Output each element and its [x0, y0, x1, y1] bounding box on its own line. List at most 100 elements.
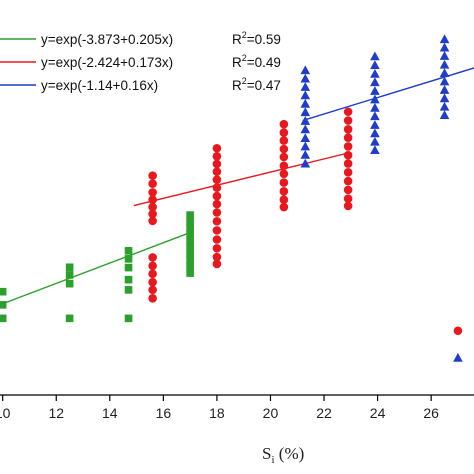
data-point-s2-g1-p10 — [148, 195, 157, 205]
legend-label-series-2: y=exp(-2.424+0.173x) — [41, 55, 173, 70]
data-point-s1-g3-p1 — [124, 314, 133, 323]
data-point-s1-g2-p1 — [65, 314, 74, 323]
data-point-s2-g1-p11 — [148, 188, 157, 197]
x-tick-label-14: 14 — [102, 405, 118, 421]
data-point-s1-g3-p4 — [124, 263, 133, 272]
data-point-s3-g1-p4 — [300, 133, 311, 143]
data-point-s3-g3-p4 — [439, 85, 450, 94]
data-point-s3-g1-p10 — [300, 82, 311, 91]
data-point-s2-g2-p12 — [212, 167, 222, 176]
data-point-s2-g2-p13 — [212, 159, 222, 169]
data-point-s2-g2-p10 — [212, 183, 222, 192]
data-point-s2-g4-p4 — [343, 176, 353, 186]
data-point-s3-g1-p12 — [300, 65, 311, 75]
data-point-s3-g1-p5 — [300, 124, 311, 134]
legend: y=exp(-3.873+0.205x) R2=0.59y=exp(-2.424+… — [0, 30, 281, 93]
x-tick-label-24: 24 — [370, 405, 386, 421]
data-point-s1-g3-p6 — [124, 247, 133, 255]
data-point-s3-g3-p9 — [439, 42, 450, 52]
legend-label-series-3: y=exp(-1.14+0.16x) — [41, 78, 158, 93]
data-point-s2-g1-p8 — [148, 209, 157, 219]
data-point-s3-g1-p3 — [300, 141, 311, 151]
data-point-s1-g3-p3 — [124, 275, 133, 284]
data-point-s1-g1-p3 — [0, 287, 7, 296]
data-point-s1-g3-p2 — [124, 286, 133, 294]
legend-r2-series-2: R2=0.49 — [232, 53, 281, 70]
x-axis-title-main: S — [262, 444, 271, 463]
data-point-s3-g1-p8 — [300, 98, 311, 108]
data-point-s3-g1-p6 — [300, 116, 311, 125]
data-point-s3-g3-p7 — [439, 59, 450, 69]
x-tick-label-18: 18 — [209, 405, 225, 421]
x-tick-label-26: 26 — [423, 405, 439, 421]
data-point-s3-g3-p5 — [439, 76, 450, 86]
data-point-s2-g2-p2 — [212, 252, 222, 262]
data-point-s1-g1-p2 — [0, 301, 7, 309]
data-point-s3-g1-p2 — [300, 149, 311, 159]
legend-r2-value-series-1: =0.59 — [247, 32, 281, 47]
data-point-s2-g3-p10 — [279, 128, 289, 137]
data-point-s2-g3-p11 — [279, 119, 289, 129]
x-axis-title-unit: (%) — [275, 444, 305, 463]
data-point-s2-g1-p1 — [148, 293, 157, 303]
data-point-s3-g2-p6 — [370, 102, 380, 112]
data-point-s1-g1-p1 — [0, 314, 7, 323]
data-point-s2-g3-p2 — [279, 195, 289, 205]
x-axis-title: Si (%) — [262, 444, 304, 466]
data-point-s3-g2-p5 — [370, 111, 380, 121]
data-point-s2-g3-p8 — [279, 144, 289, 154]
x-axis-title-subscript: i — [271, 454, 274, 466]
data-point-s2-g1-p7 — [148, 216, 157, 226]
data-point-s3-g2-p12 — [370, 51, 380, 61]
data-point-s3-g1-p7 — [300, 107, 311, 117]
data-point-s2-g4-p3 — [343, 185, 353, 195]
data-point-s3-g2-p11 — [370, 60, 380, 70]
data-point-s1-g3-p5 — [124, 255, 133, 263]
data-point-s2-g3-p4 — [279, 178, 289, 187]
data-point-s2-g4-p2 — [343, 194, 353, 203]
legend-r2-series-3: R2=0.47 — [232, 76, 281, 93]
legend-r2-letter-series-2: R — [232, 55, 242, 70]
data-point-s2-g2-p15 — [212, 143, 222, 153]
data-point-s3-g3-p10 — [439, 34, 450, 44]
x-tick-label-16: 16 — [156, 405, 172, 421]
data-point-s3-g2-p2 — [370, 136, 380, 146]
data-point-s2-g3-p9 — [279, 136, 289, 145]
data-point-s2-g3-p6 — [279, 161, 289, 171]
data-point-s3-g2-p1 — [370, 145, 380, 155]
data-point-s2-g4-p7 — [343, 150, 353, 160]
data-point-s2-g2-p14 — [212, 151, 222, 161]
fit-line-series-1 — [2, 231, 191, 305]
x-tick-label-22: 22 — [316, 405, 332, 421]
legend-r2-sup-series-2: 2 — [242, 53, 247, 63]
data-point-s2-g4-p12 — [343, 107, 353, 117]
data-point-s2-g2-p4 — [212, 235, 222, 244]
legend-r2-sup-series-1: 2 — [242, 30, 247, 40]
fit-line-series-2 — [133, 152, 349, 207]
data-point-s3-g3-p1 — [439, 110, 450, 120]
data-point-s2-g3-p5 — [279, 169, 289, 179]
data-point-s1-g4-p4 — [186, 249, 194, 258]
data-point-s3-g1-p9 — [300, 90, 311, 100]
data-point-s1-g4-p5 — [186, 243, 194, 251]
x-axis-ticks: 10 12 14 16 18 20 22 24 26 — [0, 395, 439, 421]
data-point-s2-g4-p5 — [343, 168, 353, 177]
x-tick-label-20: 20 — [263, 405, 279, 421]
data-point-s3-g3-p3 — [439, 93, 450, 103]
data-point-s2-g4-p11 — [343, 116, 353, 125]
data-point-s2-g3-p3 — [279, 187, 289, 196]
data-point-s3-g2-p10 — [370, 68, 380, 78]
data-point-s2-g4-p6 — [343, 159, 353, 168]
data-point-s2-g4-p1 — [343, 201, 353, 211]
data-point-s1-g4-p3 — [186, 256, 194, 264]
data-point-s1-g2-p3 — [65, 271, 74, 279]
legend-r2-value-series-3: =0.47 — [247, 78, 281, 93]
data-point-s2-g2-p9 — [212, 191, 222, 201]
legend-r2-series-1: R2=0.59 — [232, 30, 281, 47]
data-point-s2-g1-p2 — [148, 285, 157, 295]
data-point-s2-g4-p8 — [343, 142, 353, 151]
legend-r2-letter-series-1: R — [232, 32, 242, 47]
data-point-s2-g2-p3 — [212, 243, 222, 253]
data-point-s1-g4-p6 — [186, 237, 194, 245]
